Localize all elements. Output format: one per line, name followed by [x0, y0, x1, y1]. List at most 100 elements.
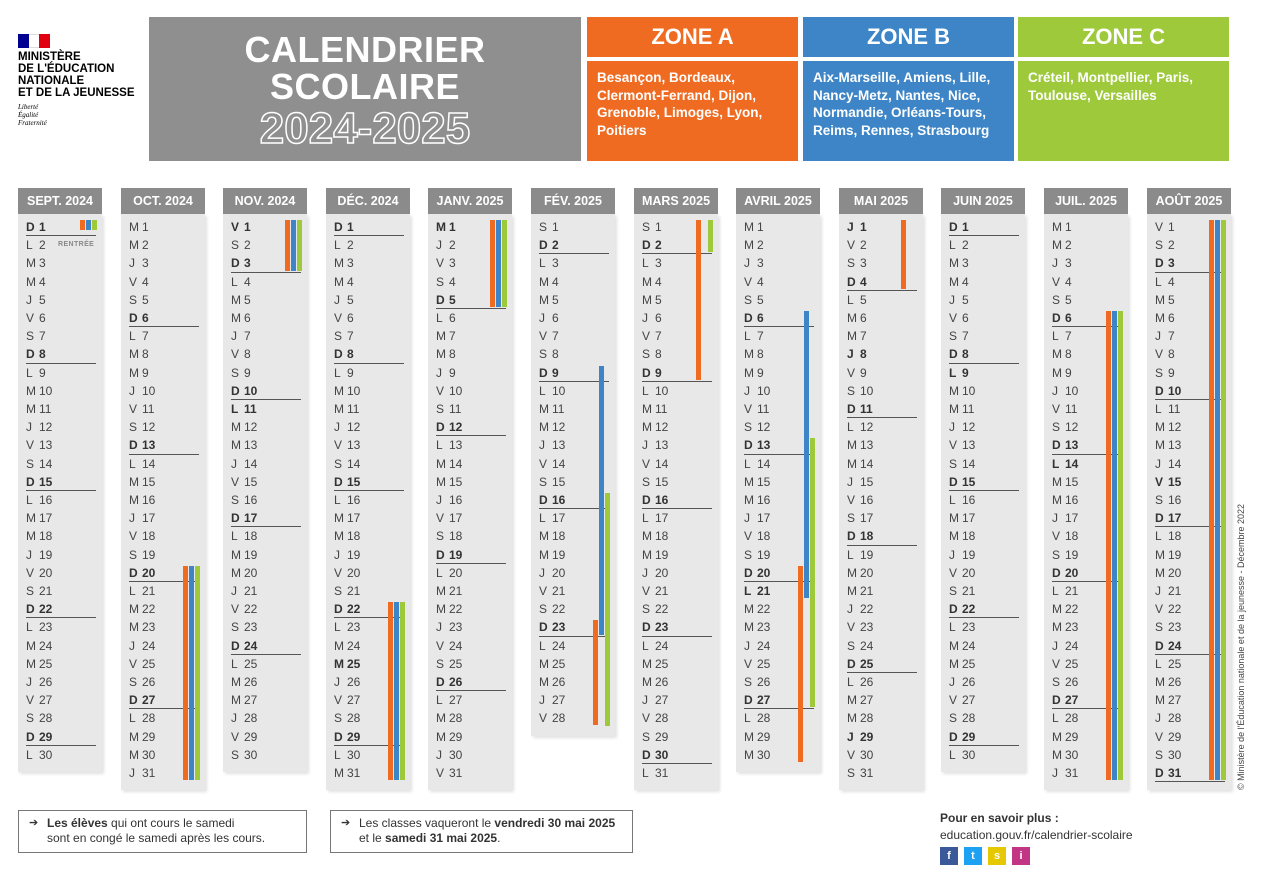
- week-separator: [1155, 654, 1225, 655]
- day-row: M 13: [847, 438, 874, 452]
- more-info: Pour en savoir plus : education.gouv.fr/…: [940, 810, 1133, 844]
- day-row: S 24: [847, 639, 874, 653]
- holiday-bar-zone-a: [183, 566, 188, 780]
- week-separator: [642, 253, 712, 254]
- day-row: D 31: [1155, 766, 1182, 780]
- day-row: V 25: [744, 657, 771, 671]
- day-row: M 19: [1155, 548, 1182, 562]
- day-row: M 17: [26, 511, 53, 525]
- holiday-bar-zone-b: [189, 566, 194, 780]
- week-separator: [334, 363, 404, 364]
- week-separator: [949, 745, 1019, 746]
- day-row: S 30: [1155, 748, 1182, 762]
- day-row: M 23: [1052, 620, 1079, 634]
- day-row: M 17: [949, 511, 976, 525]
- day-row: D 17: [231, 511, 258, 525]
- day-row: D 10: [231, 384, 258, 398]
- day-row: S 19: [129, 548, 156, 562]
- month-header: MARS 2025: [634, 188, 718, 214]
- day-row: J 15: [847, 475, 874, 489]
- note-saturday: ➔ Les élèves qui ont cours le samedi son…: [18, 810, 307, 853]
- day-row: M 27: [847, 693, 874, 707]
- week-separator: [539, 253, 609, 254]
- month-column: S 1 D 2 L 3 M 4 M 5 J 6 V 7 S 8 D 9 L 10 M 11 M 12 J 13 V 14 S 15 D 16 L…: [634, 214, 718, 790]
- day-row: L 10: [539, 384, 566, 398]
- day-row: S 31: [847, 766, 874, 780]
- day-row: J 30: [436, 748, 463, 762]
- day-row: V 20: [949, 566, 976, 580]
- day-row: M 29: [129, 730, 156, 744]
- day-row: M 25: [539, 657, 566, 671]
- day-row: J 12: [949, 420, 976, 434]
- day-row: V 13: [334, 438, 361, 452]
- day-row: D 25: [847, 657, 874, 671]
- day-row: D 23: [539, 620, 566, 634]
- day-row: L 11: [231, 402, 257, 416]
- week-separator: [1052, 708, 1122, 709]
- week-separator: [744, 454, 814, 455]
- note-saturday-text: qui ont cours le samedi: [107, 816, 235, 830]
- month-header: JUIN 2025: [941, 188, 1025, 214]
- day-row: L 28: [744, 711, 771, 725]
- arrow-right-icon: ➔: [341, 817, 351, 829]
- facebook-icon[interactable]: f: [940, 847, 958, 865]
- day-row: M 11: [949, 402, 975, 416]
- holiday-bar-zone-c: [1221, 220, 1226, 780]
- holiday-bar-zone-b: [394, 602, 399, 780]
- day-row: L 20: [436, 566, 463, 580]
- day-row: D 27: [744, 693, 771, 707]
- title-years: 2024-2025: [259, 104, 471, 154]
- day-row: L 28: [129, 711, 156, 725]
- day-row: M 23: [129, 620, 156, 634]
- ministry-name-line: ET DE LA JEUNESSE: [18, 87, 135, 99]
- holiday-bar-zone-a: [1209, 220, 1214, 780]
- day-row: M 25: [642, 657, 669, 671]
- day-row: L 31: [642, 766, 669, 780]
- week-separator: [847, 672, 917, 673]
- day-row: S 19: [744, 548, 771, 562]
- day-row: S 30: [231, 748, 258, 762]
- holiday-bar-zone-c: [502, 220, 507, 307]
- day-row: V 14: [642, 457, 669, 471]
- day-row: M 25: [26, 657, 53, 671]
- day-row: D 22: [949, 602, 976, 616]
- day-row: M 30: [129, 748, 156, 762]
- week-separator: [1155, 272, 1225, 273]
- snapchat-icon[interactable]: s: [988, 847, 1006, 865]
- day-row: S 28: [334, 711, 361, 725]
- twitter-icon[interactable]: t: [964, 847, 982, 865]
- day-row: J 12: [26, 420, 53, 434]
- note-bridge-date2: samedi 31 mai 2025: [385, 831, 498, 845]
- instagram-icon[interactable]: i: [1012, 847, 1030, 865]
- holiday-bar-zone-c: [708, 220, 713, 252]
- day-row: L 24: [642, 639, 669, 653]
- day-row: S 14: [334, 457, 361, 471]
- day-row: M 28: [436, 711, 463, 725]
- day-row: V 28: [642, 711, 669, 725]
- zone-c-panel: ZONE C Créteil, Montpellier, Paris, Toul…: [1018, 17, 1229, 161]
- holiday-bar-zone-c: [400, 602, 405, 780]
- week-separator: [744, 581, 814, 582]
- day-row: J 26: [26, 675, 53, 689]
- more-info-url[interactable]: education.gouv.fr/calendrier-scolaire: [940, 828, 1133, 842]
- week-separator: [26, 363, 96, 364]
- day-row: D 22: [26, 602, 53, 616]
- day-row: V 14: [539, 457, 566, 471]
